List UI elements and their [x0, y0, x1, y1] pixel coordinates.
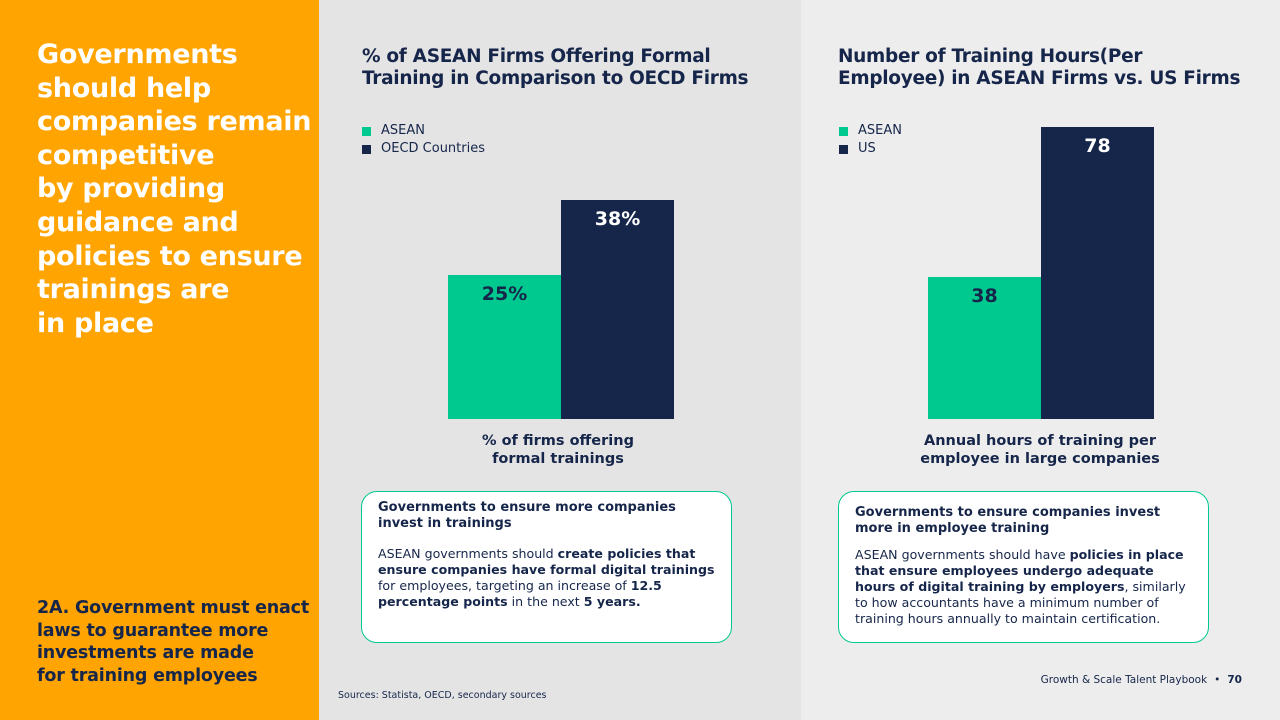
headline-line: guidance and: [37, 206, 239, 238]
bar-oecd-countries: 38%: [561, 200, 674, 419]
chart2-title-line: Number of Training Hours(Per: [838, 46, 1143, 67]
chart1-insight-card: Governments to ensure more companies inv…: [361, 491, 732, 643]
chart1-plot: 25% 38%: [448, 200, 674, 419]
chart2-legend-label: US: [858, 141, 876, 156]
headline: Governments should help companies remain…: [37, 38, 317, 340]
chart2-title-line: Employee) in ASEAN Firms vs. US Firms: [838, 68, 1241, 89]
chart1-caption-line: % of firms offering: [482, 433, 634, 449]
chart1-title-line: Training in Comparison to OECD Firms: [362, 68, 749, 89]
subhead-line: 2A. Government must enact: [37, 598, 310, 618]
headline-line: companies remain: [37, 106, 312, 138]
chart2-legend: ASEAN US: [839, 122, 902, 158]
bar-us: 78: [1041, 127, 1154, 419]
playbook-name: Growth & Scale Talent Playbook: [1040, 674, 1208, 686]
body-text: , similarly to how accountants have a mi…: [855, 579, 1186, 626]
card1-body: ASEAN governments should create policies…: [378, 546, 715, 610]
emphasis-text: policies in place that ensure employees …: [855, 547, 1184, 594]
headline-line: policies to ensure: [37, 240, 303, 272]
chart2-caption-line: Annual hours of training per: [924, 433, 1156, 449]
chart2-title: Number of Training Hours(Per Employee) i…: [838, 46, 1258, 90]
subhead-line: investments are made: [37, 643, 254, 663]
chart1-legend-swatch: [362, 144, 371, 154]
chart2-x-caption: Annual hours of training per employee in…: [920, 432, 1160, 468]
bar-value-label: 25%: [481, 282, 528, 305]
chart1-legend-item: OECD Countries: [362, 140, 485, 158]
body-text: in the next: [507, 594, 584, 609]
page-footer: Growth & Scale Talent Playbook • 70: [1041, 674, 1242, 686]
headline-line: should help: [37, 72, 211, 104]
bar-value-label: 38: [971, 284, 998, 307]
left-panel: Governments should help companies remain…: [0, 0, 319, 720]
chart1-legend: ASEAN OECD Countries: [362, 122, 485, 158]
body-text: ASEAN governments should: [378, 546, 558, 561]
card2-body: ASEAN governments should have policies i…: [855, 547, 1192, 627]
chart1-legend-swatch: [362, 126, 371, 136]
chart2-legend-label: ASEAN: [858, 123, 902, 138]
chart1-title: % of ASEAN Firms Offering Formal Trainin…: [362, 46, 782, 90]
sources-note: Sources: Statista, OECD, secondary sourc…: [338, 690, 547, 701]
headline-line: competitive: [37, 139, 215, 171]
chart2-caption-line: employee in large companies: [920, 451, 1160, 467]
footer-separator: •: [1214, 674, 1221, 686]
chart2-plot: 38 78: [928, 127, 1154, 419]
chart2-legend-item: US: [839, 140, 902, 158]
emphasis-text: 5 years.: [583, 594, 641, 609]
chart1-legend-label: ASEAN: [381, 123, 425, 138]
chart2-legend-item: ASEAN: [839, 122, 902, 140]
chart2-legend-swatch: [839, 144, 848, 154]
chart1-legend-label: OECD Countries: [381, 141, 485, 156]
headline-line: Governments: [37, 39, 238, 70]
chart1-title-line: % of ASEAN Firms Offering Formal: [362, 46, 711, 67]
card1-title: Governments to ensure more companies inv…: [378, 500, 676, 531]
emphasis-text: 12.5 percentage points: [378, 578, 662, 609]
bar-value-label: 78: [1084, 135, 1111, 157]
chart1-legend-item: ASEAN: [362, 122, 485, 140]
headline-line: in place: [37, 307, 154, 339]
page-number: 70: [1227, 674, 1242, 686]
chart2-legend-swatch: [839, 126, 848, 136]
emphasis-text: create policies that ensure companies ha…: [378, 546, 715, 577]
headline-line: by providing: [37, 173, 225, 205]
subhead-line: for training employees: [37, 665, 258, 686]
subhead-line: laws to guarantee more: [37, 620, 269, 641]
bar-asean: 25%: [448, 274, 561, 419]
bar-value-label: 38%: [594, 208, 641, 230]
body-text: ASEAN governments should have: [855, 547, 1070, 562]
headline-line: trainings are: [37, 274, 230, 306]
chart1-caption-line: formal trainings: [492, 451, 624, 467]
chart1-x-caption: % of firms offering formal trainings: [448, 432, 668, 468]
chart2-insight-card: Governments to ensure companies invest m…: [838, 491, 1209, 643]
section-subhead: 2A. Government must enact laws to guaran…: [37, 597, 317, 687]
bar-asean: 38: [928, 276, 1041, 419]
card2-title: Governments to ensure companies invest m…: [855, 505, 1161, 536]
body-text: for employees, targeting an increase of: [378, 578, 631, 593]
